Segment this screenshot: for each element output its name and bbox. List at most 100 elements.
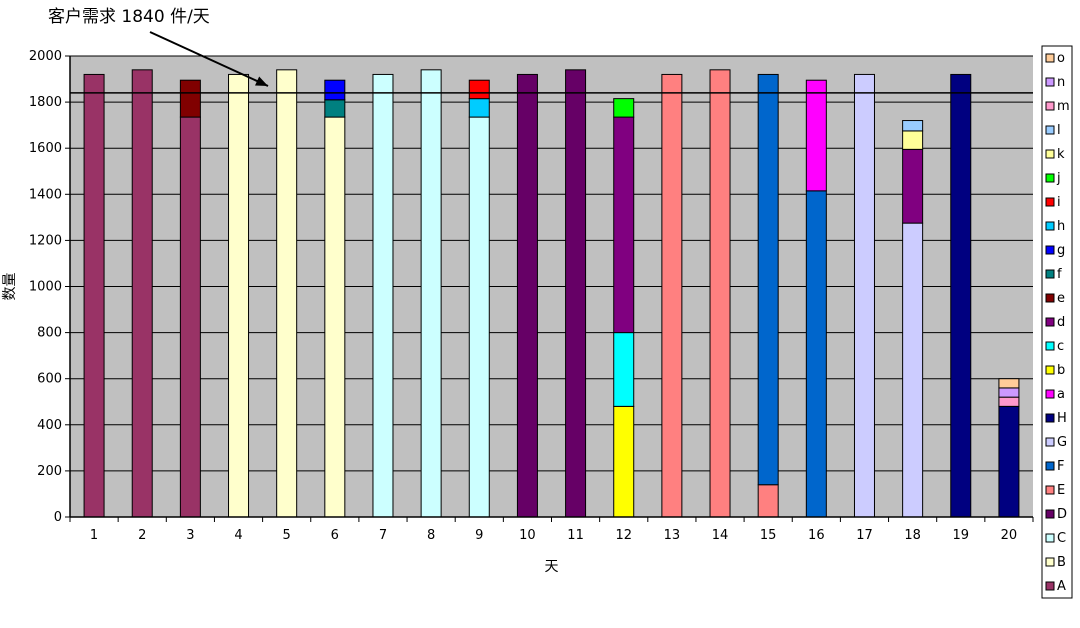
- legend-label-m: m: [1057, 99, 1070, 114]
- legend-swatch-f: [1045, 269, 1055, 279]
- y-tick-label: 200: [37, 464, 62, 479]
- legend-swatch-m: [1045, 101, 1055, 111]
- bar-segment-f-day-6: [324, 99, 346, 118]
- legend-swatch-E: [1045, 485, 1055, 495]
- bar-segment-H-day-19: [950, 73, 972, 518]
- legend-swatch-e: [1045, 293, 1055, 303]
- bar-segment-j-day-12: [613, 98, 635, 118]
- bar-segment-e-day-3: [179, 79, 201, 118]
- legend-swatch-o: [1045, 53, 1055, 63]
- y-tick-label: 1000: [29, 280, 62, 295]
- legend-swatch-G: [1045, 437, 1055, 447]
- x-tick-label: 11: [567, 528, 584, 543]
- x-ticks: 1 2 3 4 5 6 7 8 9 10 11 12 13 14 15 16 17 18 19 20: [69, 517, 1034, 543]
- bar-segment-H-day-20: [998, 405, 1020, 518]
- legend-label-H: H: [1057, 411, 1067, 426]
- legend-label-F: F: [1057, 459, 1064, 474]
- legend-label-l: l: [1057, 123, 1061, 138]
- x-tick-label: 15: [760, 528, 777, 543]
- x-tick-label: 5: [283, 528, 291, 543]
- legend-swatch-j: [1045, 173, 1055, 183]
- bar-segment-E-day-14: [709, 69, 731, 518]
- legend-label-E: E: [1057, 483, 1065, 498]
- bar-segment-k-day-18: [902, 130, 924, 150]
- legend-label-c: c: [1057, 339, 1064, 354]
- x-tick-label: 17: [856, 528, 873, 543]
- y-axis-label: 数量: [2, 273, 18, 301]
- bar-segment-l-day-18: [902, 120, 924, 132]
- legend-swatch-n: [1045, 77, 1055, 87]
- bar-segment-B-day-5: [276, 69, 298, 518]
- legend-swatch-l: [1045, 125, 1055, 135]
- x-tick-label: 14: [712, 528, 729, 543]
- legend-label-A: A: [1057, 579, 1066, 594]
- x-tick-label: 18: [904, 528, 921, 543]
- x-axis-label: 天: [545, 559, 559, 575]
- bar-segment-D-day-11: [565, 69, 587, 518]
- y-tick-label: 0: [54, 510, 62, 525]
- y-ticks: 0 200 400 600 800 1000 1200 1400 1600 1800 2000: [29, 49, 70, 525]
- legend-swatch-H: [1045, 413, 1055, 423]
- bar-segment-E-day-13: [661, 73, 683, 518]
- legend-swatch-D: [1045, 509, 1055, 519]
- legend-label-o: o: [1057, 51, 1065, 66]
- bar-segment-n-day-20: [998, 387, 1020, 398]
- bar-segment-i-day-9: [468, 79, 490, 100]
- legend-label-k: k: [1057, 147, 1065, 162]
- legend-swatch-i: [1045, 197, 1055, 207]
- legend-swatch-k: [1045, 149, 1055, 159]
- y-tick-label: 1800: [29, 95, 62, 110]
- legend-swatch-C: [1045, 533, 1055, 543]
- y-tick-label: 2000: [29, 49, 62, 64]
- bar-segment-d-day-12: [613, 116, 635, 334]
- bar-segment-G-day-18: [902, 222, 924, 518]
- bar-segment-B-day-6: [324, 116, 346, 518]
- y-tick-label: 800: [37, 326, 62, 341]
- x-tick-label: 9: [475, 528, 483, 543]
- bars: [83, 69, 1020, 518]
- x-tick-label: 4: [234, 528, 242, 543]
- x-tick-label: 8: [427, 528, 435, 543]
- legend-label-g: g: [1057, 243, 1065, 258]
- bar-segment-A-day-3: [179, 116, 201, 518]
- x-tick-label: 6: [331, 528, 339, 543]
- legend-label-d: d: [1057, 315, 1065, 330]
- y-tick-label: 1200: [29, 233, 62, 248]
- x-tick-label: 20: [1001, 528, 1018, 543]
- x-tick-label: 19: [953, 528, 970, 543]
- legend-swatch-d: [1045, 317, 1055, 327]
- y-tick-label: 400: [37, 418, 62, 433]
- legend-swatch-B: [1045, 557, 1055, 567]
- bar-segment-E-day-15: [757, 484, 779, 518]
- bar-segment-b-day-12: [613, 405, 635, 518]
- bar-segment-C-day-9: [468, 116, 490, 518]
- bar-segment-G-day-17: [853, 73, 875, 518]
- legend-label-j: j: [1056, 171, 1061, 186]
- x-tick-label: 13: [664, 528, 681, 543]
- demand-annotation: 客户需求 1840 件/天: [48, 7, 210, 27]
- annotation-arrow-icon: [149, 31, 269, 87]
- x-tick-label: 3: [186, 528, 194, 543]
- legend-label-e: e: [1057, 291, 1065, 306]
- bar-segment-c-day-12: [613, 332, 635, 407]
- legend-swatch-c: [1045, 341, 1055, 351]
- legend-label-h: h: [1057, 219, 1065, 234]
- legend-swatch-A: [1045, 581, 1055, 591]
- bar-segment-C-day-7: [372, 73, 394, 518]
- bar-segment-d-day-18: [902, 148, 924, 224]
- arrow-shaft: [149, 31, 269, 87]
- x-tick-label: 7: [379, 528, 387, 543]
- bar-segment-h-day-9: [468, 98, 490, 118]
- legend-label-a: a: [1057, 387, 1065, 402]
- arrow-head: [255, 76, 268, 86]
- bar-segment-B-day-4: [228, 73, 250, 518]
- bar-segment-o-day-20: [998, 378, 1020, 389]
- legend-label-n: n: [1057, 75, 1065, 90]
- legend-label-f: f: [1057, 267, 1062, 282]
- x-tick-label: 1: [90, 528, 98, 543]
- bar-segment-F-day-15: [757, 73, 779, 486]
- y-tick-label: 600: [37, 372, 62, 387]
- legend-swatch-a: [1045, 389, 1055, 399]
